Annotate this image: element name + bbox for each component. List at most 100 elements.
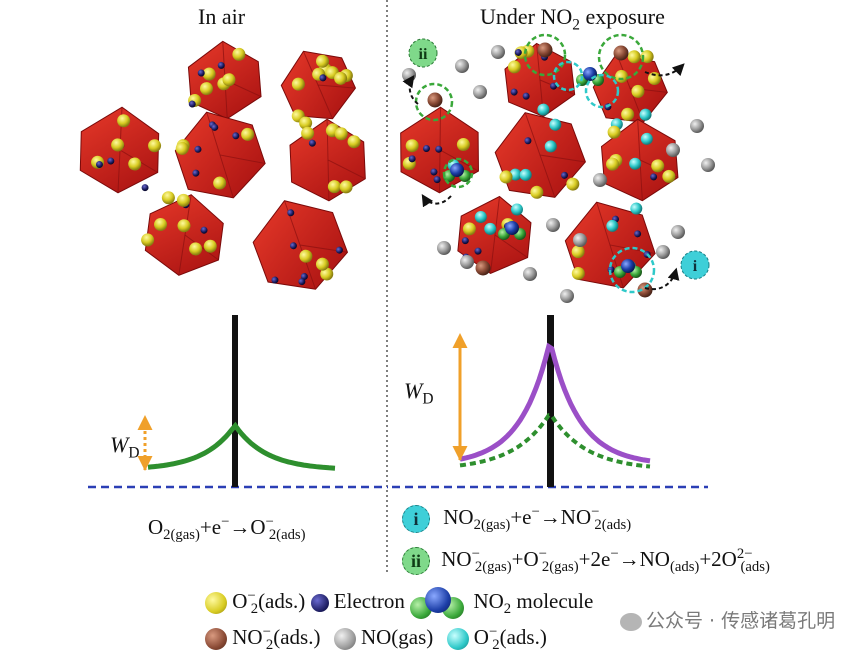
no-gas-particle — [573, 233, 587, 247]
o2-ads-atom — [213, 176, 227, 190]
o2-ads-cyan-atom — [484, 222, 497, 235]
no-gas-particle — [491, 45, 505, 59]
no2-ads-particle — [475, 260, 491, 276]
o2-ads-atom — [203, 239, 217, 253]
reaction-i: i NO2(gas)+e−→NO−2(ads) — [402, 504, 631, 534]
nitrogen-atom — [583, 67, 597, 81]
o2-ads-atom — [320, 267, 334, 281]
crystal-grain — [141, 191, 224, 276]
no-gas-particle — [690, 119, 704, 133]
electron-dot — [271, 276, 279, 284]
no-gas-particle — [437, 241, 451, 255]
o2-ads-cyan-atom — [519, 168, 532, 181]
crystal-grain — [252, 200, 349, 290]
no2-ads-particle — [427, 92, 443, 108]
crystal-grain — [187, 40, 262, 120]
no-gas-particle — [473, 85, 487, 99]
badge-ii-text: ii — [419, 46, 428, 63]
process-annotations — [402, 33, 685, 294]
crystal-grain — [400, 106, 479, 194]
no2-molecule — [614, 259, 642, 278]
o2-ads-atom — [117, 114, 131, 128]
crystal-edge — [639, 159, 643, 201]
badge-i-marker: i — [680, 250, 710, 280]
legend-row-1: O−2(ads.) Electron NO2 molecule — [205, 587, 594, 620]
no-gas-particle — [656, 245, 670, 259]
grain-boundary-bar — [547, 315, 554, 487]
crystal-edge — [178, 234, 186, 276]
o2-ads-atom — [651, 159, 665, 173]
o2-ads-atom — [148, 139, 162, 153]
o2-ads-atom — [111, 138, 125, 152]
crystal-edge — [609, 244, 624, 288]
watermark: 公众号 · 传感诸葛孔明 — [620, 606, 835, 633]
electron-dot — [287, 209, 295, 217]
o2-ads-atom — [291, 77, 305, 91]
o2-ads-atom — [232, 47, 246, 61]
legend-row-2: NO−2(ads.) NO(gas) O−2(ads.) — [205, 624, 547, 654]
electron-dot — [308, 139, 316, 147]
o2-ads-atom — [315, 257, 329, 271]
badge-ii-marker: ii — [408, 38, 438, 68]
o2-ads-atom — [128, 157, 142, 171]
o2-ads-cyan-atom — [510, 203, 523, 216]
electron-dot — [634, 230, 642, 238]
crystal-grain — [79, 106, 162, 194]
no2-ads-particle — [613, 45, 629, 61]
legend-no2-ads: NO−2(ads.) — [232, 624, 321, 654]
barrier-curve-no2 — [459, 342, 651, 464]
o2-ads-atom — [566, 177, 580, 191]
o2-ads-cyan-atom — [640, 132, 653, 145]
electron-dot — [232, 132, 240, 140]
electron-dot — [298, 278, 306, 286]
o2-ads-atom — [161, 191, 175, 205]
no2-ads-legend-icon — [205, 628, 227, 651]
particle-layer — [402, 42, 715, 303]
wd-label-no2: WD — [404, 378, 434, 408]
panel-title-no2: Under NO2 exposure — [480, 4, 665, 34]
crystal-edge — [327, 159, 330, 201]
electron-dot — [192, 169, 200, 177]
o2-ads-legend-icon — [205, 592, 227, 615]
legend-no-gas: NO(gas) — [360, 625, 434, 649]
o2-ads-atom — [334, 71, 348, 85]
o2-ads-atom — [327, 180, 341, 194]
crystal-grain — [280, 50, 357, 123]
o2-ads-cyan-atom — [630, 202, 643, 215]
electron-dot — [335, 246, 343, 254]
o2-ads-atom — [631, 84, 645, 98]
wd-label-air: WD — [110, 432, 140, 462]
no-gas-particle — [455, 59, 469, 73]
electron-dot — [141, 184, 149, 192]
equation-in-air: O2(gas)+e−→O−2(ads) — [148, 514, 306, 544]
process-circle — [608, 246, 656, 294]
electron-dot — [433, 176, 441, 184]
o2-ads-atom — [334, 127, 348, 141]
barrier-curve-air — [147, 421, 336, 471]
o2-ads-atom — [662, 169, 676, 183]
process-circle — [597, 33, 645, 81]
electron-dot — [408, 155, 416, 163]
process-circle — [442, 157, 474, 189]
o2-ads-atom — [141, 233, 155, 247]
no2-molecule — [443, 163, 471, 182]
electron-dot — [107, 157, 115, 165]
legend-no2-molecule: NO2 molecule — [473, 589, 594, 618]
process-circle — [523, 33, 567, 77]
reaction-ii: ii NO−2(gas)+O−2(gas)+2e−→NO(ads)+2O2−(a… — [402, 546, 770, 576]
o2-ads-atom — [316, 54, 330, 68]
o2-ads-atom — [606, 157, 620, 171]
no2-ads-particle — [637, 282, 653, 298]
o2-ads-atom — [200, 82, 214, 96]
legend-o2-ads-cyan: O−2(ads.) — [473, 624, 547, 654]
electron-dot — [319, 74, 327, 82]
crystal-cluster-no2 — [400, 42, 679, 289]
o2-ads-atom — [462, 222, 476, 236]
crystal-grain — [504, 42, 576, 118]
barrier-curve-reference — [459, 413, 651, 469]
process-circle — [552, 60, 584, 92]
crystal-grain — [174, 111, 266, 199]
o2-ads-atom — [647, 72, 661, 86]
crystal-cluster-in-air — [79, 40, 366, 290]
o2-ads-atom — [301, 126, 315, 140]
